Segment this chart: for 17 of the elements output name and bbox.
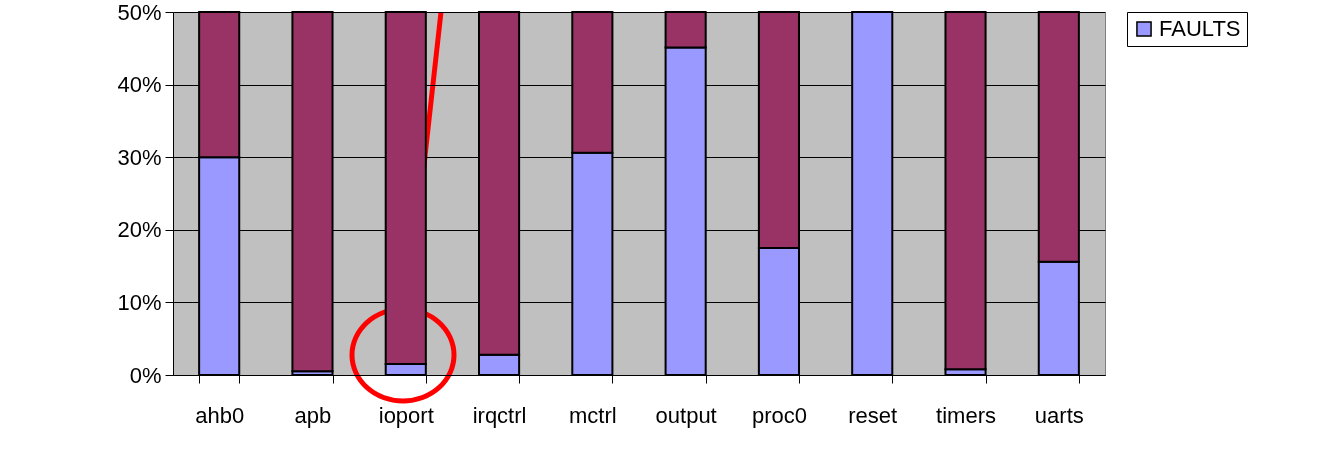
y-tick-label: 10%: [117, 289, 162, 315]
x-tick-label: output: [655, 402, 717, 428]
y-tick-label: 20%: [117, 217, 162, 243]
legend-label: FAULTS: [1159, 16, 1241, 41]
x-tick-label: apb: [294, 402, 332, 428]
x-tick-label: irqctrl: [472, 402, 527, 428]
x-tick-label: proc0: [751, 402, 807, 428]
y-tick-label: 50%: [117, 0, 162, 25]
y-tick-label: 0%: [129, 362, 162, 388]
x-tick-label: uarts: [1034, 402, 1084, 428]
x-tick-label: ioport: [378, 402, 434, 428]
x-tick-label: mctrl: [569, 402, 617, 428]
x-tick-label: ahb0: [195, 402, 245, 428]
x-tick-label: timers: [936, 402, 996, 428]
y-tick-label: 40%: [117, 72, 162, 98]
y-tick-label: 30%: [117, 144, 162, 170]
x-tick-label: reset: [848, 402, 898, 428]
